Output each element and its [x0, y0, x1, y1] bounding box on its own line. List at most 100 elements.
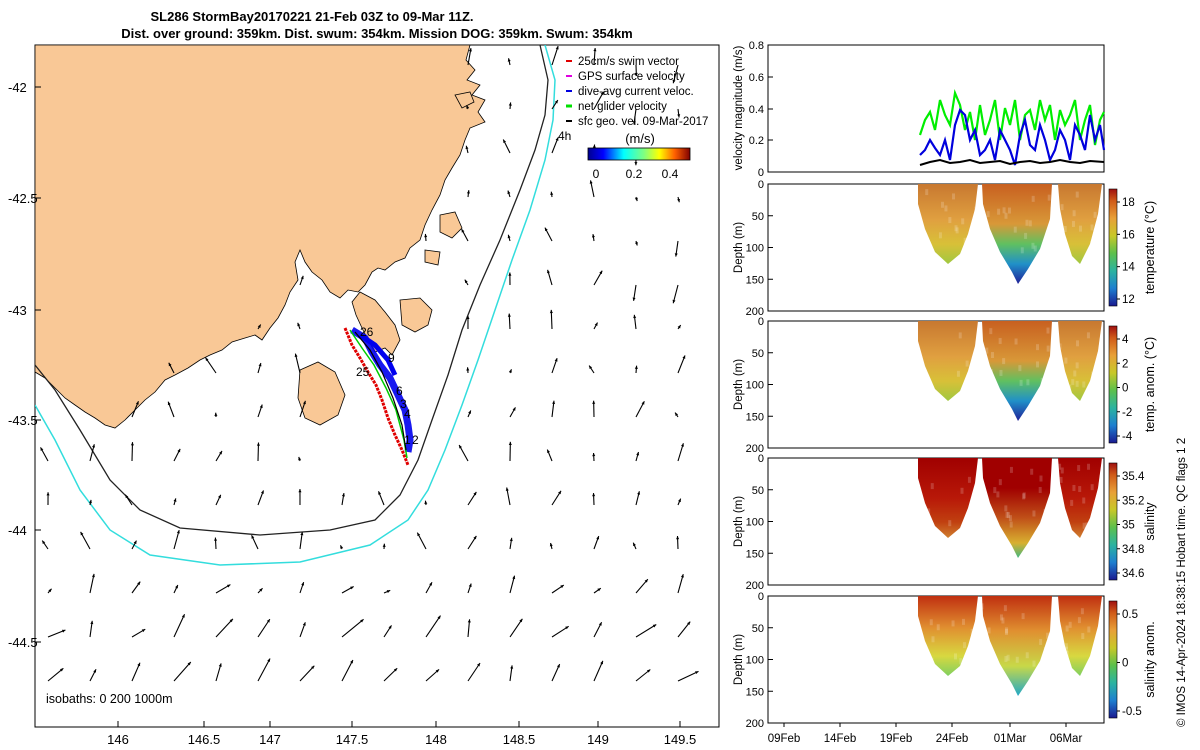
- velocity-arrow: [299, 400, 306, 418]
- date-tick: 19Feb: [880, 733, 913, 745]
- velocity-arrow: [215, 584, 231, 594]
- velocity-arrow: [257, 490, 265, 506]
- velocity-arrow: [298, 489, 302, 506]
- velocity-arrow: [635, 578, 649, 594]
- velocity-arrow: [215, 618, 234, 638]
- velocity-arrow: [677, 621, 691, 638]
- date-tick: 24Feb: [936, 733, 969, 745]
- velocity-arrow: [131, 581, 141, 594]
- svg-text:4: 4: [404, 407, 411, 421]
- velocity-arrow: [592, 452, 596, 462]
- velocity-arrow: [41, 540, 49, 550]
- velocity-arrow: [589, 180, 595, 198]
- velocity-ytick: 0.2: [749, 135, 764, 147]
- depth-tick: 50: [752, 623, 764, 635]
- colorbar-tick: 35: [1122, 520, 1135, 532]
- velocity-arrow: [89, 669, 97, 682]
- velocity-arrow: [635, 624, 657, 638]
- velocity-arrow: [632, 284, 637, 301]
- velocity-arrow: [635, 451, 640, 462]
- velocity-arrow: [467, 619, 471, 638]
- colorbar-tick: -0.5: [1122, 706, 1142, 718]
- velocity-arrow: [215, 450, 223, 462]
- velocity-arrow: [551, 357, 558, 374]
- section-profile: [918, 184, 978, 264]
- velocity-arrow: [508, 272, 512, 286]
- depth-tick: 150: [746, 411, 764, 423]
- section-profile: [1058, 596, 1102, 676]
- lon-tick-label: 146.5: [188, 732, 221, 747]
- velocity-arrow: [89, 620, 94, 638]
- depth-tick: 50: [752, 485, 764, 497]
- velocity-arrow: [466, 315, 470, 330]
- velocity-arrow: [341, 618, 364, 638]
- velocity-arrow: [466, 190, 470, 198]
- depth-tick: 0: [758, 316, 764, 328]
- title-line1: SL286 StormBay20170221 21-Feb 03Z to 09-…: [151, 9, 474, 24]
- temperature-panel: 0 50 100 150 200 Depth (m) 18 16 14 12 temperature…: [733, 179, 1157, 318]
- velocity-arrow: [677, 324, 682, 330]
- velocity-arrow: [509, 618, 523, 638]
- velocity-arrow: [257, 587, 263, 594]
- velocity-arrow: [299, 275, 304, 286]
- velocity-arrow: [677, 355, 686, 374]
- velocity-arrow: [588, 365, 595, 374]
- velocity-arrow: [677, 108, 681, 118]
- svg-text:0.2: 0.2: [626, 167, 643, 181]
- velocity-arrow: [425, 668, 440, 682]
- velocity-arrow: [551, 400, 556, 418]
- colorbar-label: temp. anom. (°C): [1143, 337, 1157, 432]
- section-profile: [982, 458, 1052, 558]
- colorbar-tick: 35.4: [1122, 471, 1145, 483]
- velocity-arrow: [341, 659, 354, 682]
- velocity-arrow: [257, 324, 262, 330]
- velocity-arrow: [168, 362, 175, 374]
- velocity-arrow: [461, 228, 469, 242]
- velocity-ytick: 0.6: [749, 72, 764, 84]
- velocity-arrow: [257, 658, 271, 682]
- colorbar-tick: 0: [1122, 383, 1128, 395]
- lon-tick-label: 148.5: [503, 732, 536, 747]
- depth-ylabel: Depth (m): [733, 222, 745, 273]
- velocity-arrow: [173, 529, 180, 550]
- date-axis: 09Feb 14Feb 19Feb 24Feb 01Mar 06Mar: [768, 723, 1082, 745]
- depth-tick: 150: [746, 548, 764, 560]
- velocity-arrow: [593, 621, 603, 638]
- velocity-arrow: [467, 410, 472, 418]
- depth-tick: 50: [752, 348, 764, 360]
- velocity-arrow: [551, 45, 559, 66]
- depth-tick: 0: [758, 179, 764, 191]
- velocity-arrow: [677, 574, 684, 594]
- legend-dive-avg: dive-avg current veloc.: [578, 86, 694, 98]
- velocity-arrow: [674, 240, 679, 257]
- velocity-arrow: [131, 662, 141, 682]
- svg-text:4h: 4h: [558, 129, 571, 143]
- velocity-arrow: [377, 491, 385, 506]
- legend-net: net glider velocity: [578, 101, 667, 113]
- legend-swim: 25cm/s swim vector: [578, 56, 679, 68]
- velocity-arrow: [131, 401, 139, 418]
- section-profile: [982, 184, 1052, 284]
- velocity-arrow: [467, 491, 477, 506]
- isobaths-label: isobaths: 0 200 1000m: [46, 692, 172, 706]
- lon-tick-label: 148: [425, 732, 447, 747]
- velocity-arrow: [593, 47, 597, 66]
- velocity-arrow: [467, 535, 477, 550]
- velocity-arrow: [592, 493, 596, 506]
- velocity-arrow: [465, 145, 469, 154]
- svg-text:(m/s): (m/s): [625, 131, 655, 146]
- velocity-arrow: [593, 270, 603, 286]
- velocity-arrow: [173, 584, 179, 594]
- isobath-1000: [35, 45, 556, 566]
- velocity-arrow: [672, 64, 679, 84]
- section-profile: [918, 596, 978, 676]
- velocity-arrow: [425, 615, 441, 638]
- velocity-arrow: [633, 314, 637, 330]
- section-profile: [1058, 458, 1102, 538]
- depth-ylabel: Depth (m): [733, 634, 745, 685]
- velocity-arrow: [593, 535, 600, 550]
- velocity-arrow: [549, 309, 553, 330]
- velocity-arrow: [298, 456, 302, 462]
- lat-tick-label: -43: [8, 303, 27, 318]
